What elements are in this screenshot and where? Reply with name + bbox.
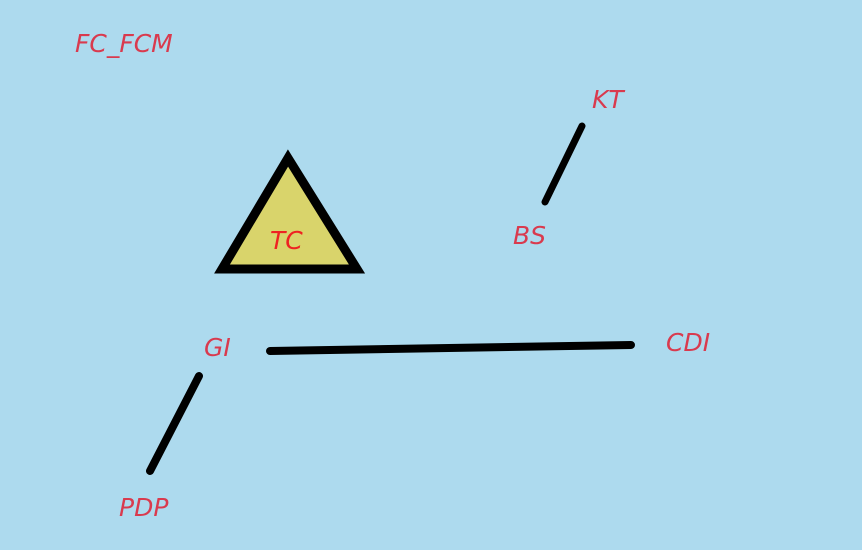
node-label-kt: KT (592, 85, 624, 114)
diagram-title: FC_FCM (75, 29, 173, 58)
link-gi-pdp (146, 372, 203, 475)
triangle-label-tc: TC (270, 226, 303, 255)
link-bs-kt (541, 122, 586, 206)
node-label-pdp: PDP (119, 493, 169, 522)
link-gi-cdi (266, 341, 635, 355)
tc-triangle-shape (214, 149, 366, 274)
node-label-cdi: CDI (666, 328, 711, 357)
node-label-bs: BS (513, 221, 547, 250)
node-label-gi: GI (204, 333, 231, 362)
